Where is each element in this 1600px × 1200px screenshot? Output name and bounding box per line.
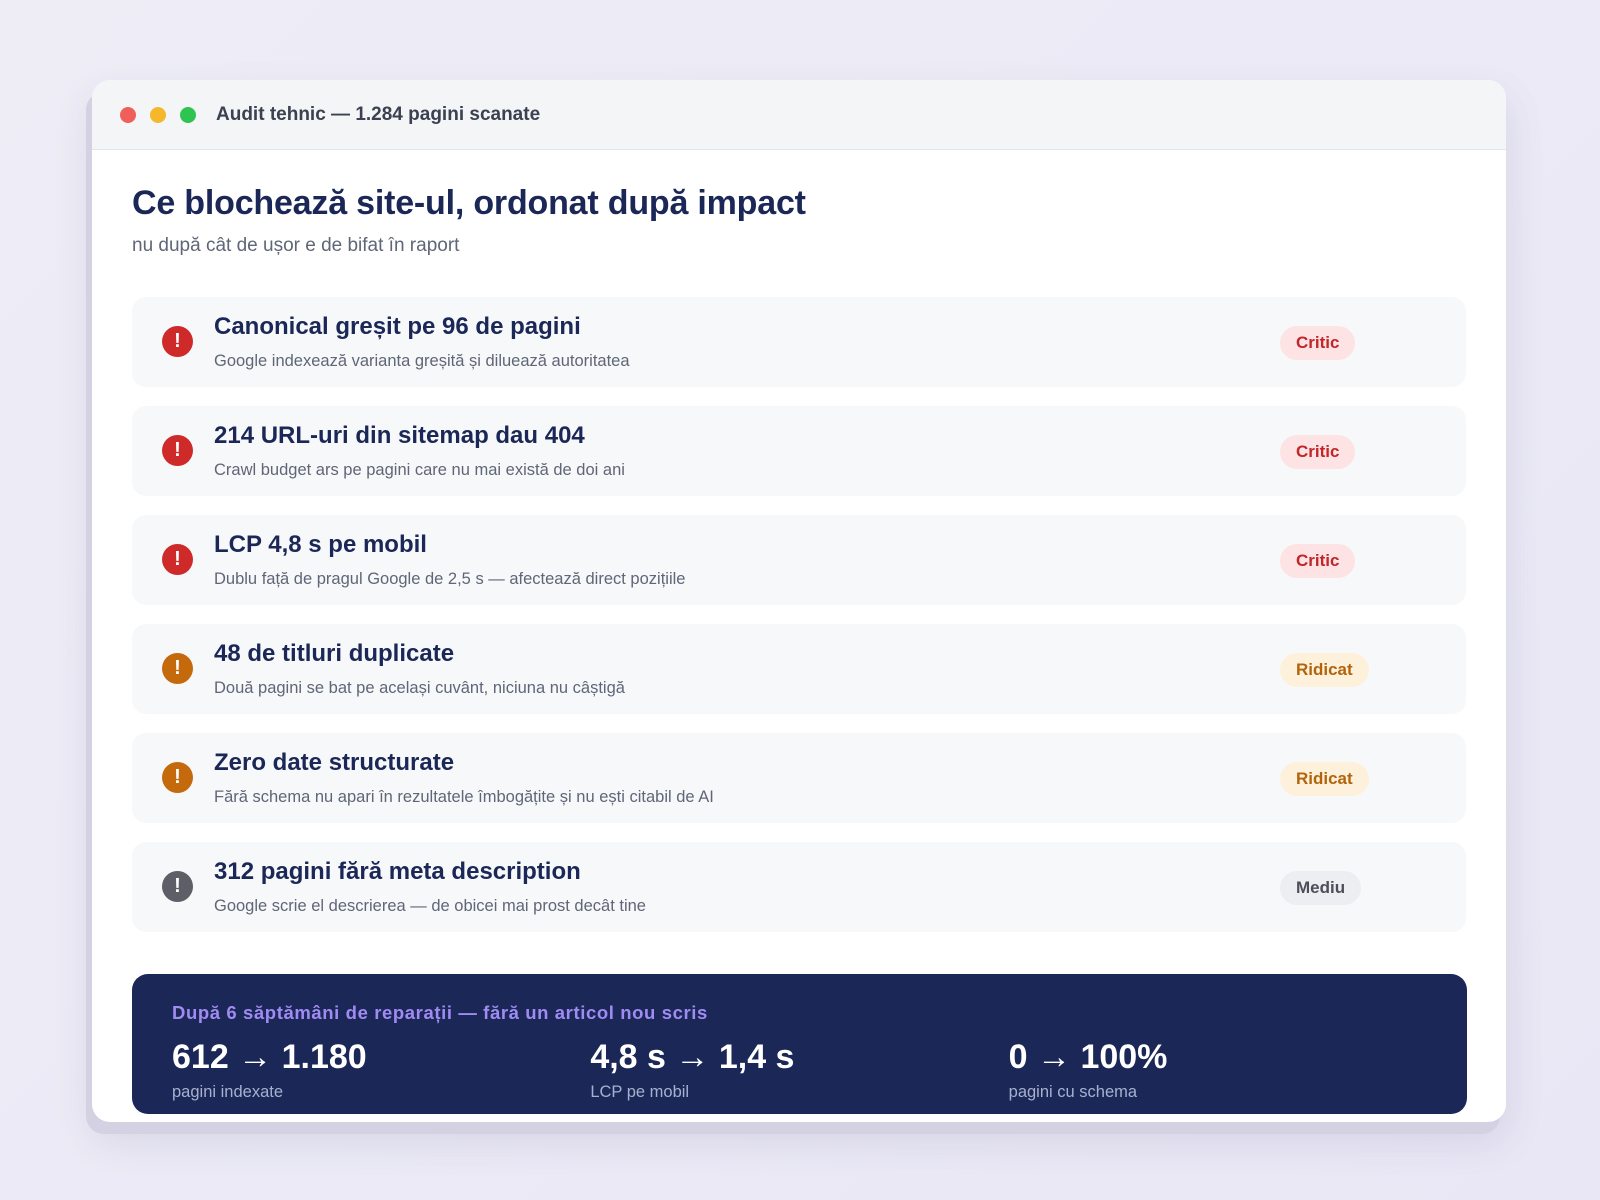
exclamation-icon: ! [162, 435, 193, 466]
exclamation-icon: ! [162, 871, 193, 902]
issue-description: Fără schema nu apari în rezultatele îmbo… [214, 788, 714, 806]
issue-title: LCP 4,8 s pe mobil [214, 531, 427, 558]
exclamation-icon: ! [162, 326, 193, 357]
issue-title: 48 de titluri duplicate [214, 640, 455, 667]
issue-description: Google scrie el descrierea — de obicei m… [214, 897, 646, 915]
issue-title: Zero date structurate [214, 749, 455, 776]
issue-description: Două pagini se bat pe același cuvânt, ni… [214, 679, 625, 697]
exclamation-icon: ! [162, 762, 193, 793]
exclamation-icon: ! [162, 544, 193, 575]
title-bar: Audit tehnic — 1.284 pagini scanate [92, 80, 1506, 150]
main-content: Ce blochează site-ul, ordonat după impac… [92, 150, 1506, 932]
severity-badge: Mediu [1280, 871, 1362, 905]
severity-badge: Ridicat [1280, 762, 1369, 796]
stat-indexed-pages: 612 → 1.180 pagini indexate [172, 1038, 590, 1102]
issue-item[interactable]: ! LCP 4,8 s pe mobil Dublu față de pragu… [132, 515, 1466, 605]
issue-description: Dublu față de pragul Google de 2,5 s — a… [214, 570, 686, 588]
stat-label: pagini indexate [172, 1083, 284, 1101]
issue-item[interactable]: ! 312 pagini fără meta description Googl… [132, 842, 1466, 932]
issue-list: ! Canonical greșit pe 96 de pagini Googl… [132, 297, 1466, 932]
minimize-window-button[interactable] [150, 106, 166, 123]
stat-schema-pages: 0 → 100% pagini cu schema [1009, 1038, 1427, 1102]
stat-value: 612 → 1.180 [172, 1038, 367, 1076]
issue-title: 214 URL-uri din sitemap dau 404 [214, 422, 585, 449]
stat-label: pagini cu schema [1008, 1083, 1138, 1101]
severity-badge: Critic [1280, 544, 1356, 578]
severity-badge: Ridicat [1280, 653, 1369, 687]
page-title: Ce blochează site-ul, ordonat după impac… [132, 184, 806, 222]
issue-item[interactable]: ! 48 de titluri duplicate Două pagini se… [132, 624, 1466, 714]
results-panel: După 6 săptămâni de reparații — fără un … [132, 974, 1467, 1114]
severity-badge: Critic [1280, 435, 1356, 469]
issue-item[interactable]: ! Canonical greșit pe 96 de pagini Googl… [132, 297, 1466, 387]
stats-row: 612 → 1.180 pagini indexate 4,8 s → 1,4 … [172, 1038, 1427, 1102]
close-window-button[interactable] [120, 106, 136, 123]
exclamation-icon: ! [162, 653, 193, 684]
issue-title: Canonical greșit pe 96 de pagini [214, 313, 581, 340]
issue-item[interactable]: ! Zero date structurate Fără schema nu a… [132, 733, 1466, 823]
issue-description: Crawl budget ars pe pagini care nu mai e… [214, 461, 625, 479]
stat-value: 4,8 s → 1,4 s [590, 1038, 795, 1076]
stat-lcp-mobile: 4,8 s → 1,4 s LCP pe mobil [590, 1038, 1008, 1102]
window-title: Audit tehnic — 1.284 pagini scanate [216, 103, 541, 125]
app-window: Audit tehnic — 1.284 pagini scanate Ce b… [92, 80, 1506, 1122]
issue-item[interactable]: ! 214 URL-uri din sitemap dau 404 Crawl … [132, 406, 1466, 496]
issue-description: Google indexează varianta greșită și dil… [214, 352, 630, 370]
severity-badge: Critic [1280, 326, 1356, 360]
maximize-window-button[interactable] [180, 106, 196, 123]
results-label: După 6 săptămâni de reparații — fără un … [172, 1002, 708, 1023]
stat-label: LCP pe mobil [590, 1083, 690, 1101]
stat-value: 0 → 100% [1008, 1038, 1168, 1076]
page-subtitle: nu după cât de ușor e de bifat în raport [132, 235, 460, 256]
issue-title: 312 pagini fără meta description [214, 858, 581, 885]
